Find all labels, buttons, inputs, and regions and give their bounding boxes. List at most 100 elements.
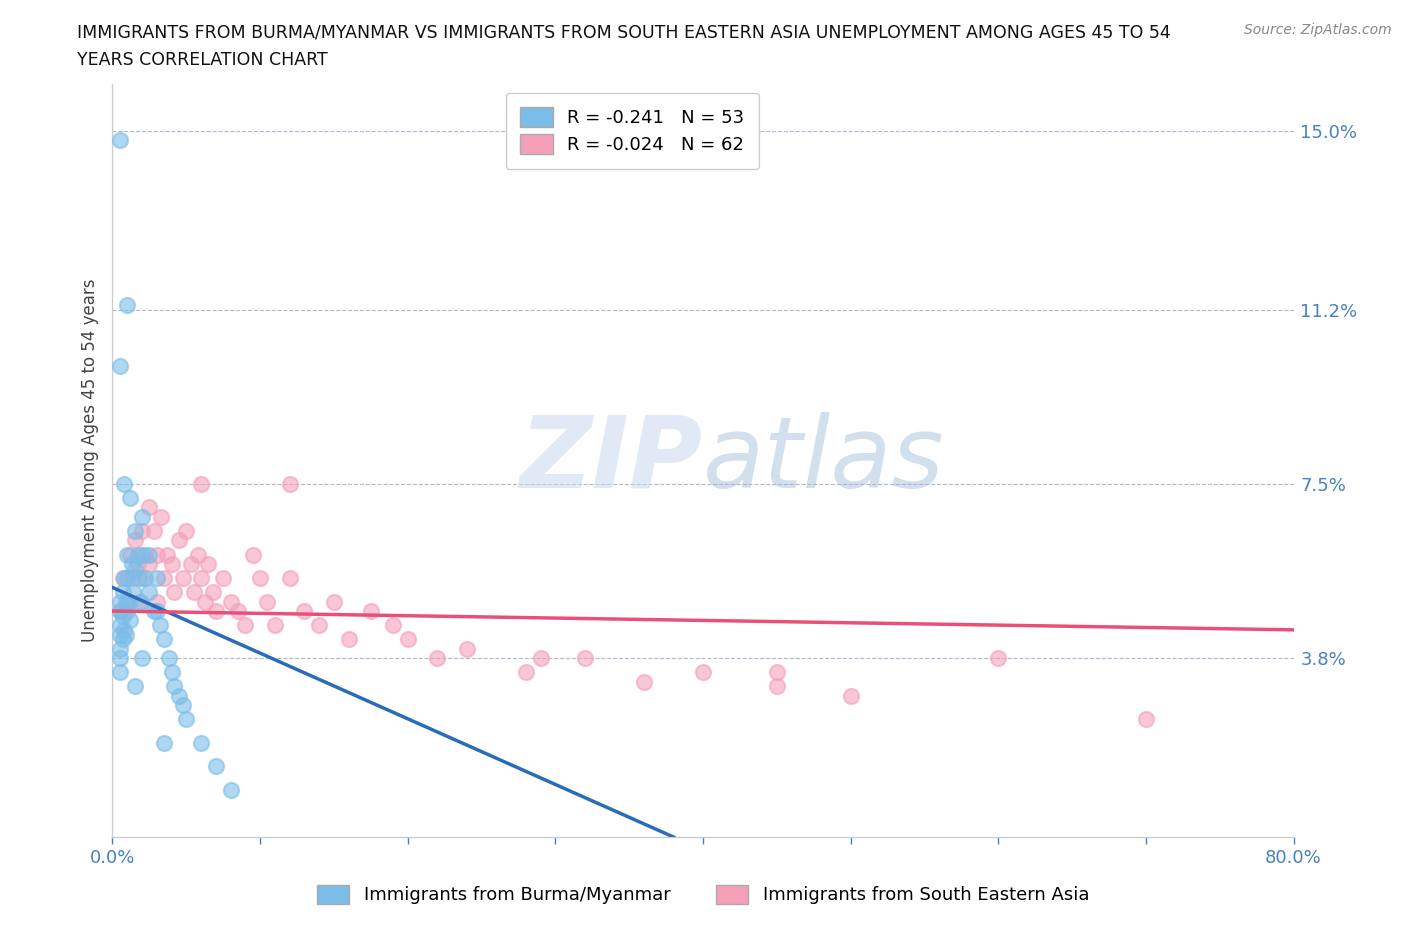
Point [131, 571, 153, 586]
Point [138, 547, 160, 562]
Point [529, 651, 551, 666]
Point [256, 594, 278, 609]
Point [120, 613, 142, 628]
Point [112, 622, 135, 637]
Point [249, 571, 271, 586]
Point [121, 556, 143, 571]
Point [108, 133, 131, 148]
Point [138, 500, 160, 515]
Point [766, 665, 789, 680]
Point [124, 533, 146, 548]
Point [108, 604, 131, 618]
Point [120, 491, 142, 506]
Point [146, 571, 169, 586]
Point [278, 476, 301, 491]
Point [163, 585, 186, 600]
Point [157, 651, 180, 666]
Point [264, 618, 287, 632]
Point [112, 571, 135, 586]
Text: Source: ZipAtlas.com: Source: ZipAtlas.com [1244, 23, 1392, 37]
Point [124, 524, 146, 538]
Point [515, 665, 537, 680]
Point [146, 594, 169, 609]
Point [131, 524, 153, 538]
Point [112, 476, 135, 491]
Point [194, 594, 217, 609]
Point [308, 618, 330, 632]
Point [197, 556, 219, 571]
Point [574, 651, 596, 666]
Point [108, 642, 131, 657]
Point [633, 674, 655, 689]
Legend: R = -0.241   N = 53, R = -0.024   N = 62: R = -0.241 N = 53, R = -0.024 N = 62 [506, 93, 759, 168]
Point [205, 604, 228, 618]
Point [146, 604, 169, 618]
Point [190, 476, 212, 491]
Point [114, 594, 136, 609]
Point [120, 547, 142, 562]
Point [174, 711, 197, 726]
Point [1135, 711, 1157, 726]
Point [129, 594, 152, 609]
Point [174, 524, 197, 538]
Point [108, 594, 131, 609]
Point [108, 618, 131, 632]
Point [108, 651, 131, 666]
Point [219, 594, 242, 609]
Point [150, 510, 173, 525]
Point [212, 571, 235, 586]
Point [117, 571, 138, 586]
Point [167, 688, 190, 703]
Point [987, 651, 1010, 666]
Point [278, 571, 301, 586]
Point [226, 604, 249, 618]
Point [108, 665, 131, 680]
Text: ZIP: ZIP [520, 412, 703, 509]
Point [111, 631, 134, 646]
Point [114, 627, 136, 642]
Point [108, 604, 131, 618]
Point [118, 594, 141, 609]
Point [160, 665, 183, 680]
Point [337, 631, 360, 646]
Point [163, 679, 186, 694]
Point [190, 736, 212, 751]
Point [323, 594, 346, 609]
Point [134, 571, 156, 586]
Point [183, 585, 205, 600]
Point [108, 627, 131, 642]
Text: atlas: atlas [703, 412, 945, 509]
Point [167, 533, 190, 548]
Text: IMMIGRANTS FROM BURMA/MYANMAR VS IMMIGRANTS FROM SOUTH EASTERN ASIA UNEMPLOYMENT: IMMIGRANTS FROM BURMA/MYANMAR VS IMMIGRA… [77, 23, 1171, 41]
Point [692, 665, 714, 680]
Point [292, 604, 315, 618]
Point [111, 571, 134, 586]
Point [242, 547, 264, 562]
Point [146, 547, 169, 562]
Point [190, 571, 212, 586]
Point [172, 698, 194, 712]
Point [111, 585, 134, 600]
Point [127, 556, 149, 571]
Point [142, 524, 165, 538]
Point [131, 547, 153, 562]
Point [128, 594, 150, 609]
Point [131, 651, 153, 666]
Point [219, 782, 242, 797]
Point [839, 688, 862, 703]
Point [117, 604, 138, 618]
Point [426, 651, 449, 666]
Point [138, 556, 160, 571]
Point [149, 618, 172, 632]
Point [205, 759, 228, 774]
Point [117, 594, 138, 609]
Y-axis label: Unemployment Among Ages 45 to 54 years: Unemployment Among Ages 45 to 54 years [80, 279, 98, 642]
Point [172, 571, 194, 586]
Point [124, 561, 146, 576]
Point [128, 571, 150, 586]
Legend: Immigrants from Burma/Myanmar, Immigrants from South Eastern Asia: Immigrants from Burma/Myanmar, Immigrant… [309, 877, 1097, 911]
Point [360, 604, 382, 618]
Point [187, 547, 209, 562]
Point [127, 547, 149, 562]
Point [138, 585, 160, 600]
